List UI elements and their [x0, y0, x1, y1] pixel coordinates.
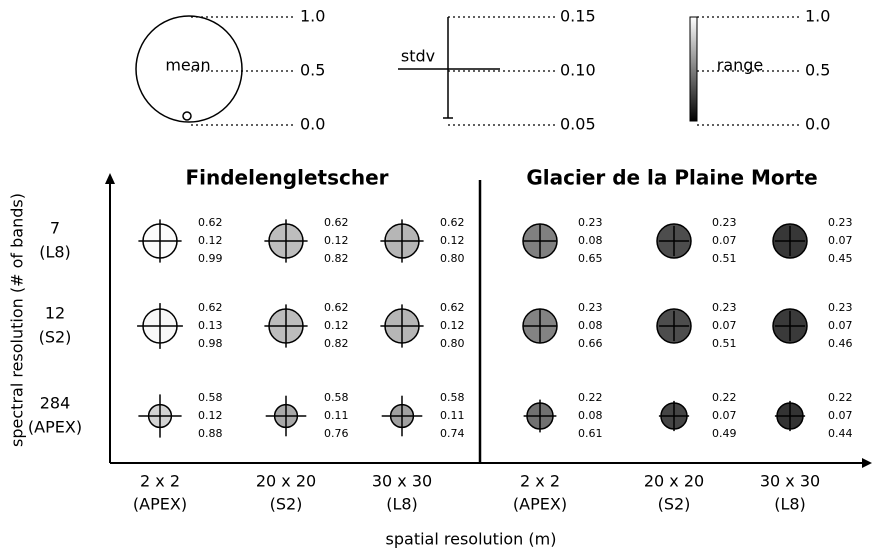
- column-label: (APEX): [133, 495, 187, 514]
- value-label: 0.22: [712, 391, 737, 404]
- value-label: 0.22: [578, 391, 603, 404]
- value-label: 0.62: [324, 301, 349, 314]
- value-label: 0.58: [198, 391, 223, 404]
- value-label: 0.49: [712, 427, 737, 440]
- legend: mean stdv range: [135, 15, 764, 123]
- value-label: 0.58: [324, 391, 349, 404]
- legend-tick-label: 0.5: [805, 61, 830, 80]
- value-label: 0.82: [324, 252, 349, 265]
- value-label: 0.80: [440, 337, 465, 350]
- column-label: 30 x 30: [760, 472, 820, 491]
- x-axis-label: spatial resolution (m): [386, 530, 557, 549]
- value-label: 0.08: [578, 409, 603, 422]
- value-label: 0.76: [324, 427, 349, 440]
- value-label: 0.23: [712, 216, 737, 229]
- column-label: (APEX): [513, 495, 567, 514]
- column-label: (L8): [774, 495, 806, 514]
- mean-legend-circle: [135, 15, 243, 123]
- mean-legend-small-circle: [182, 111, 192, 121]
- value-label: 0.22: [828, 391, 853, 404]
- value-label: 0.62: [440, 301, 465, 314]
- value-label: 0.82: [324, 337, 349, 350]
- value-label: 0.13: [198, 319, 223, 332]
- mean-legend-label: mean: [165, 56, 210, 75]
- row-label: 284: [40, 394, 71, 413]
- range-legend-bar: [689, 16, 698, 122]
- value-label: 0.51: [712, 252, 737, 265]
- legend-tick-label: 1.0: [300, 7, 325, 26]
- value-label: 0.62: [440, 216, 465, 229]
- value-label: 0.23: [712, 301, 737, 314]
- row-label: (L8): [39, 243, 71, 262]
- column-label: 20 x 20: [256, 472, 316, 491]
- row-label: (APEX): [28, 418, 82, 437]
- value-label: 0.62: [324, 216, 349, 229]
- column-label: (S2): [658, 495, 691, 514]
- value-label: 0.07: [828, 234, 853, 247]
- value-label: 0.07: [712, 234, 737, 247]
- value-label: 0.12: [440, 319, 465, 332]
- row-label: 7: [50, 219, 60, 238]
- legend-tick-label: 0.0: [300, 115, 325, 134]
- y-axis-arrow: [105, 173, 115, 184]
- value-label: 0.98: [198, 337, 223, 350]
- value-label: 0.12: [440, 234, 465, 247]
- value-label: 0.74: [440, 427, 465, 440]
- value-label: 0.80: [440, 252, 465, 265]
- value-label: 0.08: [578, 319, 603, 332]
- value-label: 0.07: [828, 409, 853, 422]
- value-label: 0.12: [198, 234, 223, 247]
- value-label: 0.07: [828, 319, 853, 332]
- value-label: 0.23: [828, 216, 853, 229]
- value-label: 0.12: [198, 409, 223, 422]
- value-label: 0.11: [324, 409, 349, 422]
- legend-tick-label: 0.15: [560, 7, 596, 26]
- range-legend-label: range: [717, 56, 764, 75]
- value-label: 0.51: [712, 337, 737, 350]
- column-label: 2 x 2: [520, 472, 560, 491]
- value-label: 0.45: [828, 252, 853, 265]
- column-label: (S2): [270, 495, 303, 514]
- value-label: 0.12: [324, 319, 349, 332]
- column-label: 20 x 20: [644, 472, 704, 491]
- value-label: 0.46: [828, 337, 853, 350]
- value-label: 0.12: [324, 234, 349, 247]
- value-label: 0.62: [198, 301, 223, 314]
- panel-title: Findelengletscher: [185, 166, 388, 190]
- column-label: 2 x 2: [140, 472, 180, 491]
- legend-tick-label: 0.10: [560, 61, 596, 80]
- legend-tick-label: 1.0: [805, 7, 830, 26]
- value-label: 0.88: [198, 427, 223, 440]
- value-label: 0.08: [578, 234, 603, 247]
- value-label: 0.23: [578, 301, 603, 314]
- value-label: 0.65: [578, 252, 603, 265]
- value-label: 0.99: [198, 252, 223, 265]
- value-label: 0.23: [578, 216, 603, 229]
- y-axis-label: spectral resolution (# of bands): [8, 193, 27, 447]
- value-label: 0.61: [578, 427, 603, 440]
- panel-title: Glacier de la Plaine Morte: [526, 166, 817, 190]
- value-label: 0.66: [578, 337, 603, 350]
- value-label: 0.23: [828, 301, 853, 314]
- legend-tick-label: 0.05: [560, 115, 596, 134]
- row-label: 12: [45, 304, 65, 323]
- column-label: (L8): [386, 495, 418, 514]
- value-label: 0.07: [712, 319, 737, 332]
- value-label: 0.11: [440, 409, 465, 422]
- legend-tick-label: 0.0: [805, 115, 830, 134]
- value-label: 0.58: [440, 391, 465, 404]
- value-label: 0.62: [198, 216, 223, 229]
- value-label: 0.44: [828, 427, 853, 440]
- row-label: (S2): [39, 328, 72, 347]
- x-axis-arrow: [862, 458, 872, 468]
- value-label: 0.07: [712, 409, 737, 422]
- stdv-legend-label: stdv: [401, 47, 435, 66]
- column-label: 30 x 30: [372, 472, 432, 491]
- legend-tick-label: 0.5: [300, 61, 325, 80]
